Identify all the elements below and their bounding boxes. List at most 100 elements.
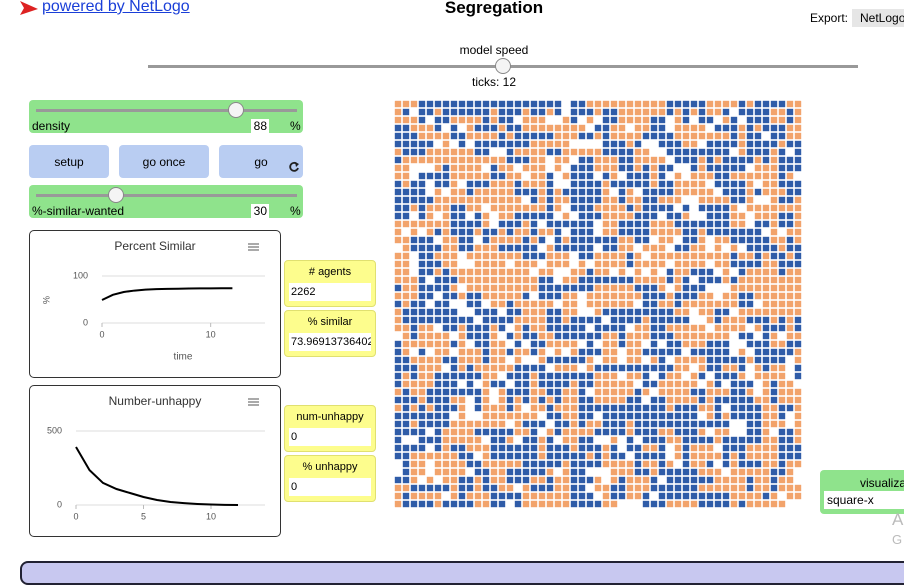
turtle: [618, 156, 626, 164]
turtle: [730, 228, 738, 236]
turtle: [650, 220, 658, 228]
density-slider[interactable]: density 88 %: [29, 100, 303, 133]
turtle: [458, 212, 466, 220]
turtle: [682, 276, 690, 284]
turtle: [450, 284, 458, 292]
turtle: [642, 500, 650, 508]
turtle: [402, 300, 410, 308]
turtle: [594, 348, 602, 356]
turtle: [514, 212, 522, 220]
go-once-button[interactable]: go once: [119, 145, 209, 178]
turtle: [434, 260, 442, 268]
turtle: [546, 436, 554, 444]
turtle: [786, 444, 794, 452]
slider-thumb[interactable]: [228, 102, 244, 118]
turtle: [594, 252, 602, 260]
export-button[interactable]: NetLogo: [852, 9, 904, 27]
turtle: [458, 372, 466, 380]
turtle: [394, 308, 402, 316]
monitor: % similar 73.96913736402: [284, 310, 376, 357]
turtle: [466, 460, 474, 468]
turtle: [578, 228, 586, 236]
turtle: [586, 500, 594, 508]
turtle: [658, 124, 666, 132]
turtle: [578, 268, 586, 276]
turtle: [410, 316, 418, 324]
turtle: [786, 428, 794, 436]
turtle: [506, 252, 514, 260]
turtle: [418, 292, 426, 300]
turtle: [442, 348, 450, 356]
turtle: [706, 148, 714, 156]
turtle: [770, 116, 778, 124]
turtle: [594, 108, 602, 116]
turtle: [666, 460, 674, 468]
turtle: [778, 428, 786, 436]
turtle: [474, 108, 482, 116]
turtle: [402, 348, 410, 356]
turtle: [434, 388, 442, 396]
turtle: [650, 452, 658, 460]
slider-thumb[interactable]: [108, 187, 124, 203]
turtle: [626, 188, 634, 196]
turtle: [786, 220, 794, 228]
turtle: [530, 332, 538, 340]
turtle: [658, 428, 666, 436]
turtle: [674, 196, 682, 204]
turtle: [794, 252, 802, 260]
turtle: [402, 156, 410, 164]
turtle: [402, 484, 410, 492]
turtle: [394, 292, 402, 300]
speed-thumb[interactable]: [495, 58, 511, 74]
turtle: [394, 116, 402, 124]
turtle: [674, 396, 682, 404]
turtle: [650, 100, 658, 108]
turtle: [562, 284, 570, 292]
turtle: [786, 268, 794, 276]
turtle: [786, 252, 794, 260]
world-view[interactable]: [394, 100, 802, 508]
turtle: [698, 340, 706, 348]
turtle: [410, 284, 418, 292]
turtle: [762, 292, 770, 300]
turtle: [642, 124, 650, 132]
similar-slider[interactable]: %-similar-wanted 30 %: [29, 185, 303, 218]
turtle: [666, 436, 674, 444]
turtle: [594, 316, 602, 324]
turtle: [770, 188, 778, 196]
turtle: [594, 380, 602, 388]
turtle: [434, 348, 442, 356]
turtle: [530, 244, 538, 252]
monitor: % unhappy 0: [284, 455, 376, 502]
turtle: [562, 140, 570, 148]
turtle: [794, 284, 802, 292]
turtle: [714, 356, 722, 364]
turtle: [698, 108, 706, 116]
turtle: [434, 220, 442, 228]
chooser-value[interactable]: square-x: [824, 491, 904, 509]
turtle: [554, 164, 562, 172]
turtle: [762, 340, 770, 348]
powered-link[interactable]: powered by NetLogo: [42, 0, 190, 15]
turtle: [554, 420, 562, 428]
turtle: [394, 284, 402, 292]
turtle: [578, 396, 586, 404]
turtle: [794, 268, 802, 276]
setup-button[interactable]: setup: [29, 145, 109, 178]
turtle: [738, 388, 746, 396]
turtle: [794, 132, 802, 140]
turtle: [514, 412, 522, 420]
turtle: [642, 260, 650, 268]
turtle: [754, 436, 762, 444]
turtle: [714, 148, 722, 156]
turtle: [578, 484, 586, 492]
turtle: [538, 444, 546, 452]
chooser[interactable]: visualiza square-x: [820, 470, 904, 514]
turtle: [738, 228, 746, 236]
turtle: [722, 100, 730, 108]
turtle: [426, 316, 434, 324]
turtle: [474, 164, 482, 172]
go-button[interactable]: go: [219, 145, 303, 178]
turtle: [722, 292, 730, 300]
turtle: [506, 132, 514, 140]
